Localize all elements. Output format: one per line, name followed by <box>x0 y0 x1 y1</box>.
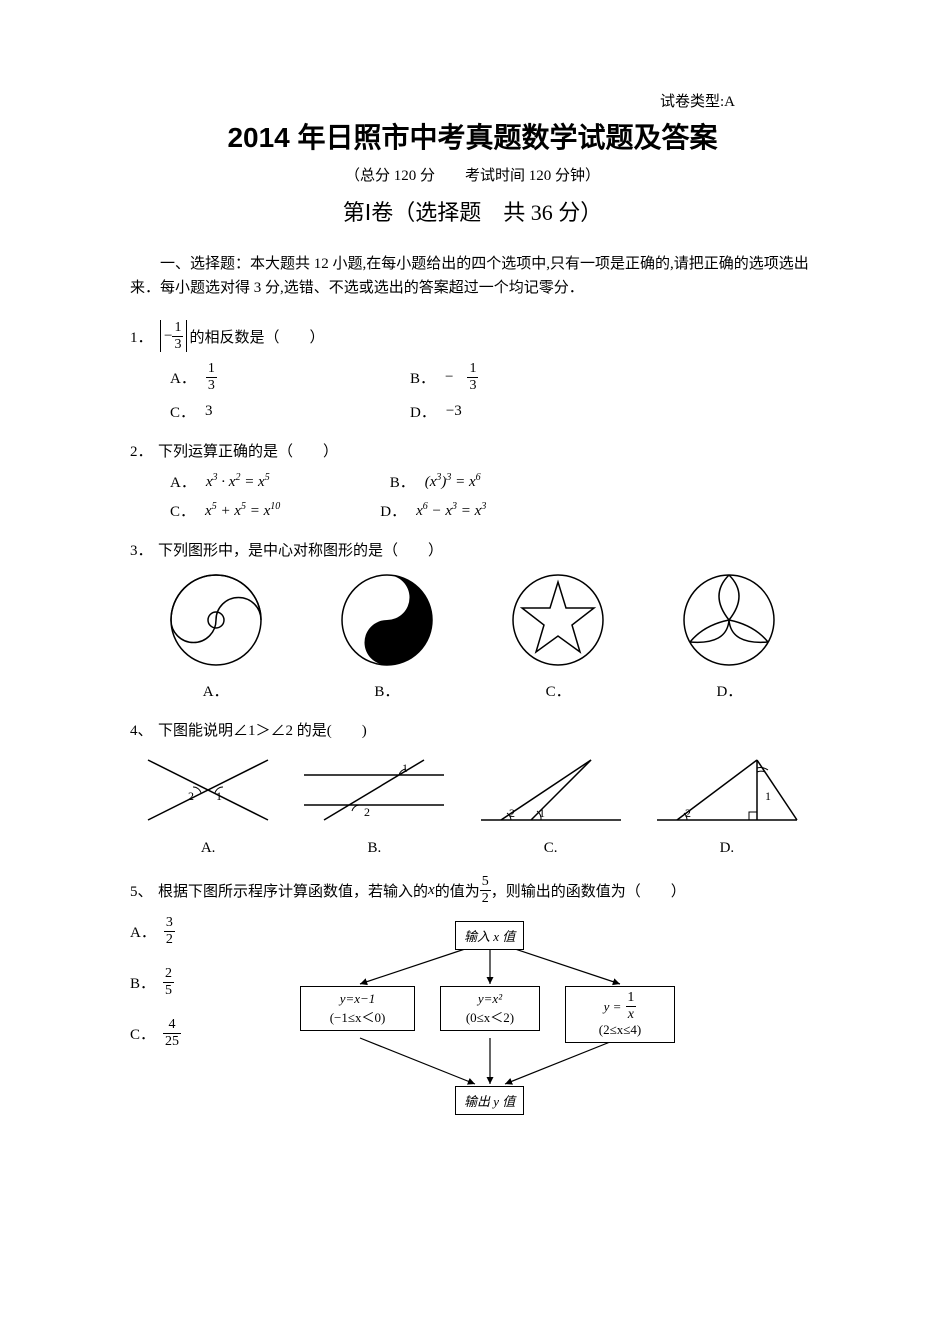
svg-text:1: 1 <box>216 789 222 803</box>
flow-box2: y=x² (0≤x＜2) <box>440 986 540 1031</box>
frac-den: 3 <box>172 336 183 352</box>
q1-optC-val: 3 <box>205 403 213 420</box>
q2-optD-label: D． <box>380 500 406 521</box>
q4-figD: 2 1 D. <box>647 750 807 857</box>
svg-text:1: 1 <box>402 761 408 775</box>
question-5: 5、 根据下图所示程序计算函数值，若输入的 x 的值为 5 2 ，则输出的函数值… <box>130 875 815 1116</box>
svg-text:2: 2 <box>364 805 370 819</box>
question-1: 1． − 1 3 的相反数是（ ） A． 1 3 B． − 1 3 <box>130 320 815 422</box>
q2-optC-label: C． <box>170 500 195 521</box>
paper-type: 试卷类型:A <box>130 90 735 111</box>
q5-optA-label: A． <box>130 921 156 942</box>
svg-text:2: 2 <box>509 806 515 820</box>
main-title: 2014 年日照市中考真题数学试题及答案 <box>130 116 815 156</box>
flow-box3: y = 1 x (2≤x≤4) <box>565 986 675 1043</box>
svg-text:1: 1 <box>765 789 771 803</box>
q3-figB: B． <box>337 570 437 701</box>
question-3: 3． 下列图形中，是中心对称图形的是（ ） A． B． <box>130 539 815 701</box>
q2-num: 2． <box>130 440 158 461</box>
q1-optC-label: C． <box>170 401 195 422</box>
q3-figA: A． <box>166 570 266 701</box>
q5-x: x <box>428 882 435 899</box>
q1-optD-label: D． <box>410 401 436 422</box>
subtitle: （总分 120 分 考试时间 120 分钟） <box>130 164 815 185</box>
q4-num: 4、 <box>130 719 158 740</box>
q2-optA-label: A． <box>170 471 196 492</box>
section-title: 第Ⅰ卷（选择题 共 36 分） <box>130 195 815 227</box>
question-2: 2． 下列运算正确的是（ ） A． x3 · x2 = x5 B． (x3)3 … <box>130 440 815 521</box>
flow-box1: y=x−1 (−1≤x＜0) <box>300 986 415 1031</box>
q5-optB-val: 2 5 <box>163 967 174 998</box>
q4-figC: 2 1 C. <box>471 750 631 857</box>
q2-optB-label: B． <box>390 471 415 492</box>
q5-stem-mid: 的值为 <box>435 880 480 901</box>
q2-optB-expr: (x3)3 = x6 <box>425 472 481 491</box>
q1-optA-val: 1 3 <box>206 362 217 393</box>
flow-output: 输出 y 值 <box>455 1086 524 1115</box>
q2-optD-expr: x6 − x3 = x3 <box>416 501 486 520</box>
q1-optD-val: −3 <box>446 403 462 420</box>
q1-optA-label: A． <box>170 367 196 388</box>
flow-input: 输入 x 值 <box>455 921 524 950</box>
q4-figB: 1 2 B. <box>294 750 454 857</box>
svg-text:2: 2 <box>685 806 691 820</box>
q1-optB-val: 1 3 <box>467 362 478 393</box>
q4-figA: 2 1 A. <box>138 750 278 857</box>
q4-stem: 下图能说明∠1＞∠2 的是( ) <box>158 719 367 740</box>
q2-optA-expr: x3 · x2 = x5 <box>206 472 270 491</box>
q5-stem-prefix: 根据下图所示程序计算函数值，若输入的 <box>158 880 428 901</box>
q5-optA-val: 3 2 <box>164 916 175 947</box>
q3-figD: D． <box>679 570 779 701</box>
q5-input-frac: 5 2 <box>480 875 491 906</box>
q2-optC-expr: x5 + x5 = x10 <box>205 501 280 520</box>
q3-num: 3． <box>130 539 158 560</box>
question-4: 4、 下图能说明∠1＞∠2 的是( ) 2 1 A. 1 2 <box>130 719 815 857</box>
flowchart: 输入 x 值 y=x−1 (−1≤x＜0) y=x² (0≤x＜2) y = 1… <box>280 916 700 1116</box>
q2-stem: 下列运算正确的是（ ） <box>158 440 338 461</box>
q5-optB-label: B． <box>130 972 155 993</box>
q5-stem-suffix: ，则输出的函数值为（ ） <box>491 880 686 901</box>
q1-optB-label: B． <box>410 367 435 388</box>
q1-num: 1． <box>130 326 158 347</box>
q5-optC-label: C． <box>130 1023 155 1044</box>
q5-optC-val: 4 25 <box>163 1018 181 1049</box>
frac-num: 1 <box>172 321 183 336</box>
abs-expr: − 1 3 <box>160 320 187 352</box>
q3-figC: C． <box>508 570 608 701</box>
q1-stem: 的相反数是（ ） <box>189 326 324 347</box>
svg-text:2: 2 <box>188 789 194 803</box>
q3-stem: 下列图形中，是中心对称图形的是（ ） <box>158 539 443 560</box>
instructions: 一、选择题：本大题共 12 小题,在每小题给出的四个选项中,只有一项是正确的,请… <box>130 252 815 300</box>
q5-num: 5、 <box>130 880 158 901</box>
svg-text:1: 1 <box>539 806 545 820</box>
